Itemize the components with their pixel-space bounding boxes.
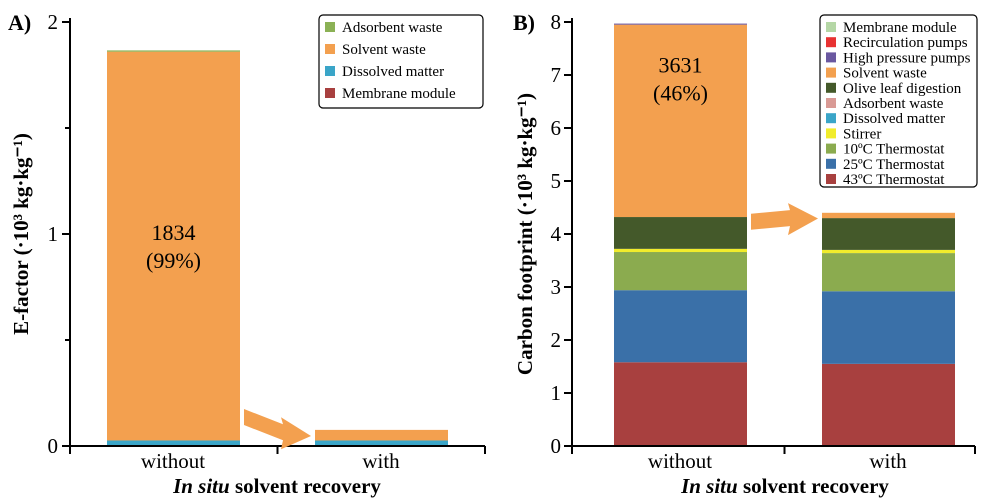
y-tick-label: 4 <box>551 222 562 246</box>
legend-swatch <box>826 67 836 78</box>
legend-label: Solvent waste <box>843 66 927 82</box>
annotation-value: 1834 <box>152 220 196 245</box>
legend-label: 25ºC Thermostat <box>843 157 945 173</box>
legend-swatch <box>826 128 836 139</box>
bar-segment <box>315 429 448 441</box>
y-axis-title: E-factor (·10³ kg·kg⁻¹) <box>9 133 33 335</box>
legend-label: Solvent waste <box>342 42 426 58</box>
y-tick-label: 8 <box>551 10 562 34</box>
y-tick-label: 0 <box>551 434 562 458</box>
legend-swatch <box>826 143 836 154</box>
bar-segment <box>107 51 240 441</box>
bar-segment <box>107 440 240 446</box>
x-axis-title: In situ solvent recovery <box>680 474 889 498</box>
bar-segment <box>614 252 747 291</box>
legend-label: 43ºC Thermostat <box>843 172 945 188</box>
legend-swatch <box>826 22 836 32</box>
y-tick-label: 2 <box>551 328 562 352</box>
y-tick-label: 6 <box>551 116 562 140</box>
x-axis-title-italic: In situ <box>172 474 230 498</box>
x-tick-label: without <box>141 449 205 473</box>
bar-segment <box>614 23 747 25</box>
x-tick-label: with <box>869 449 907 473</box>
y-tick-label: 1 <box>48 222 59 246</box>
bar-segment <box>822 253 955 292</box>
y-tick-label: 7 <box>551 63 562 87</box>
legend-swatch <box>826 52 836 63</box>
legend-swatch <box>826 174 836 184</box>
annotation-percent: (99%) <box>146 248 201 273</box>
legend-swatch <box>826 113 836 124</box>
bar-segment <box>822 218 955 250</box>
legend-label: Adsorbent waste <box>342 20 443 36</box>
bar-segment <box>822 249 955 254</box>
transition-arrow <box>244 409 311 450</box>
legend-label: Adsorbent waste <box>843 96 944 112</box>
legend-label: Dissolved matter <box>342 64 444 80</box>
bar-segment <box>822 291 955 364</box>
legend-swatch <box>826 37 836 48</box>
legend-label: Dissolved matter <box>843 111 945 127</box>
legend-swatch <box>325 66 335 76</box>
annotation-percent: (46%) <box>653 81 708 106</box>
x-axis-title-italic: In situ <box>680 474 738 498</box>
legend-swatch <box>325 44 335 54</box>
x-tick-label: without <box>648 449 712 473</box>
bar-segment <box>614 24 747 218</box>
bar-segment <box>315 440 448 446</box>
x-axis-title: In situ solvent recovery <box>172 474 381 498</box>
legend-label: High pressure pumps <box>843 50 971 66</box>
legend-label: Recirculation pumps <box>843 35 968 51</box>
legend-box <box>318 14 484 109</box>
legend-label: 10ºC Thermostat <box>843 142 945 158</box>
legend-swatch <box>325 22 335 32</box>
legend-label: Stirrer <box>843 126 881 142</box>
bar-segment <box>822 212 955 219</box>
legend-label: Membrane module <box>342 86 456 102</box>
x-axis-title-rest: solvent recovery <box>230 474 382 498</box>
legend-swatch <box>325 88 335 98</box>
legend-label: Olive leaf digestion <box>843 81 962 97</box>
transition-arrow <box>751 203 818 236</box>
y-tick-label: 0 <box>48 434 59 458</box>
bar-segment <box>822 363 955 446</box>
bar-segment <box>614 290 747 363</box>
panel-label: B) <box>513 10 535 35</box>
legend-box <box>819 14 978 188</box>
bar-segment <box>614 217 747 249</box>
legend-label: Membrane module <box>843 20 957 36</box>
x-axis-title-rest: solvent recovery <box>738 474 890 498</box>
y-tick-label: 1 <box>551 381 562 405</box>
bar-segment <box>614 362 747 446</box>
bar-segment <box>107 50 240 52</box>
y-axis-title: Carbon footprint (·10³ kg·kg⁻¹) <box>513 93 537 375</box>
annotation-value: 3631 <box>659 53 703 78</box>
y-tick-label: 5 <box>551 169 562 193</box>
y-tick-label: 3 <box>551 275 562 299</box>
bar-segment <box>614 248 747 253</box>
legend-swatch <box>826 158 836 169</box>
panel-label: A) <box>8 10 31 35</box>
legend-swatch <box>826 82 836 93</box>
x-tick-label: with <box>362 449 400 473</box>
legend-swatch <box>826 98 836 108</box>
y-tick-label: 2 <box>48 10 59 34</box>
